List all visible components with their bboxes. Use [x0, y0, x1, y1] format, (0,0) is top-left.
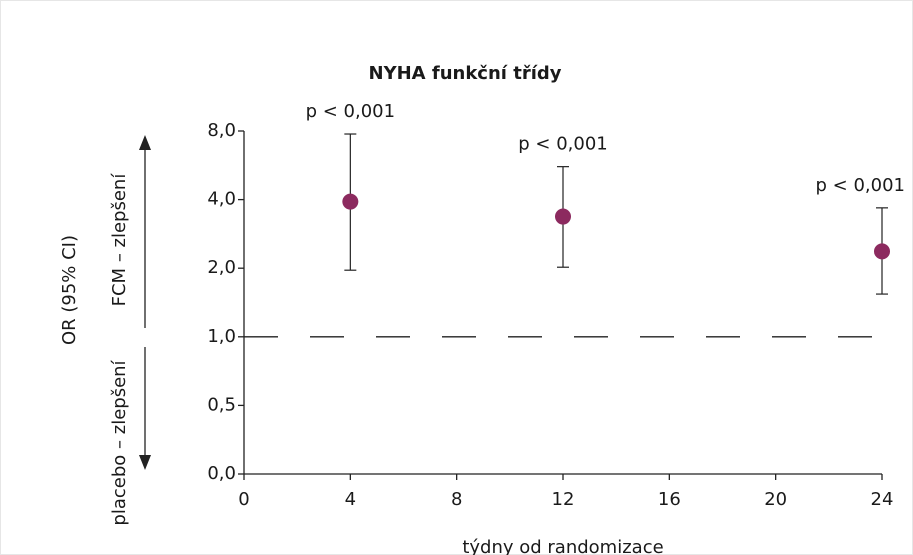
point — [555, 208, 571, 225]
x-tick-label: 20 — [764, 489, 787, 510]
point — [342, 193, 359, 210]
x-tick-label: 0 — [238, 489, 249, 510]
y-tick-label: 4,0 — [207, 189, 236, 210]
upper-arrow-label: FCM – zlepšení — [109, 173, 130, 307]
point — [874, 243, 890, 260]
y-tick-label: 0,5 — [207, 394, 236, 415]
y-tick-label: 2,0 — [207, 257, 236, 278]
x-axis-label: týdny od randomizace — [462, 537, 663, 555]
y-tick-label: 8,0 — [207, 120, 236, 141]
x-tick-label: 24 — [871, 489, 894, 510]
x-tick-label: 4 — [345, 489, 356, 510]
point-label: p < 0,001 — [518, 134, 607, 155]
y-axis-label: OR (95% CI) — [59, 235, 80, 345]
x-tick-label: 12 — [552, 489, 575, 510]
arrow-head — [139, 135, 151, 150]
chart-title: NYHA funkční třídy — [369, 63, 562, 84]
point-label: p < 0,001 — [816, 175, 905, 196]
y-tick-label: 1,0 — [207, 326, 236, 347]
arrow-head — [139, 455, 151, 470]
y-tick-label: 0,0 — [207, 463, 236, 484]
lower-arrow-label: placebo – zlepšení — [109, 359, 130, 525]
point-label: p < 0,001 — [306, 101, 395, 122]
x-tick-label: 8 — [451, 489, 462, 510]
x-tick-label: 16 — [658, 489, 681, 510]
